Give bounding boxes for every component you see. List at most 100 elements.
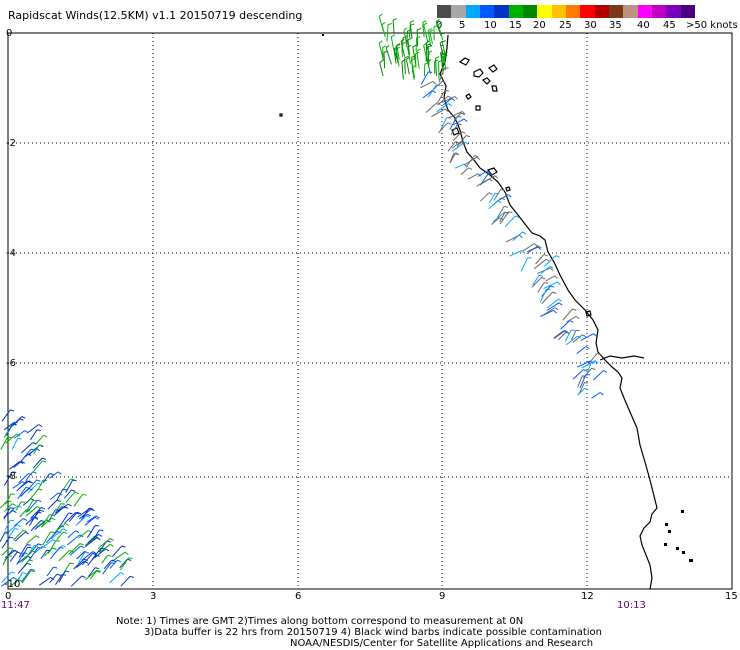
wind-barb [541,291,554,304]
wind-barb-flag [521,250,526,254]
wind-barb-flag [550,285,555,288]
wind-barb [49,492,59,501]
colorbar-swatch [594,5,609,18]
wind-barb-flag [56,573,61,577]
wind-barb-flag [460,141,465,145]
wind-barb-flag [497,200,502,204]
wind-barb [86,515,97,523]
wind-barb [90,569,98,580]
y-tick-8: -8 [6,471,16,482]
wind-barb [111,545,123,558]
wind-barb [585,362,592,376]
wind-barb-flag [522,231,527,235]
island-6 [465,93,472,100]
wind-barb [409,22,413,39]
wind-barb [531,277,542,288]
wind-barb-flag [544,282,549,284]
wind-barb [17,555,28,564]
wind-barb-flag [59,546,64,549]
wind-barb [92,529,100,540]
wind-barb [422,22,425,38]
wind-barb-flag [507,194,512,198]
wind-barb-flag [416,36,421,39]
wind-barb-flag [55,540,60,542]
colorbar-swatch [537,5,552,18]
wind-barb [9,461,21,470]
wind-barb [441,54,443,71]
wind-barb [3,503,13,512]
wind-barb [509,250,523,257]
wind-barb [84,516,96,526]
wind-barb-flag [519,234,523,239]
wind-barb [463,156,478,166]
wind-barb-flag [30,570,36,573]
wind-barb-flag [404,55,409,59]
wind-barb [453,112,462,121]
colorbar-swatch [680,5,695,18]
wind-barb [50,528,64,540]
wind-barb [460,167,469,175]
wind-barb [0,576,14,587]
wind-barb [54,503,62,514]
wind-barb [55,506,65,515]
wind-barb-flag [32,442,37,445]
wind-barb [42,473,50,484]
wind-barb [25,517,35,525]
grid-lines [8,33,732,589]
wind-barb-flag [440,50,445,53]
wind-barb-flag [35,535,40,539]
wind-barb-flag [393,48,398,51]
island-7 [475,105,481,111]
wind-barb-flag [432,81,437,85]
colorbar-label-25: 25 [559,20,572,31]
wind-barb [5,422,15,436]
wind-barb [28,488,39,502]
wind-barb-flag [84,560,89,564]
wind-barb [42,531,51,546]
wind-barb-flag [584,387,589,391]
wind-barb [439,117,448,132]
wind-barb [4,520,11,531]
wind-barb-flag [95,515,100,519]
wind-barb-flag [9,547,14,550]
coastline [279,34,658,590]
wind-barb-flag [378,40,383,44]
islet-2 [668,530,671,533]
wind-barb [32,460,43,473]
wind-barb-flag [537,245,542,249]
wind-barb-flag [79,534,84,538]
wind-barb [18,473,29,484]
wind-barb-flag [81,575,86,579]
wind-barb-flag [549,265,554,269]
wind-barb [55,523,66,532]
wind-barb [120,575,131,587]
colorbar-swatch [637,5,652,18]
wind-barb-flag [545,258,550,262]
wind-barb [379,62,384,77]
wind-barb [404,57,406,75]
wind-barb [452,118,465,126]
wind-barb [588,353,598,364]
wind-barb [99,543,111,553]
wind-barb [109,559,118,569]
wind-barb-flag [557,281,561,286]
island-4 [488,64,498,73]
wind-barb-flag [392,18,397,21]
wind-barb [452,131,463,141]
wind-barb-flag [396,43,401,47]
wind-barb [578,382,585,395]
wind-barb-flag [30,448,35,451]
wind-barb-flag [46,549,51,552]
wind-barb-flag [29,480,33,484]
wind-barb [20,480,30,488]
wind-barb-flag [36,479,41,482]
wind-barb-flag [121,545,126,548]
colorbar-label-15: 15 [509,20,522,31]
wind-barb-flag [83,558,88,562]
wind-barb [0,531,6,543]
wind-barb-flag [435,56,440,59]
wind-barb-flag [577,335,582,339]
wind-barb [76,560,85,568]
wind-barb-flag [387,23,392,26]
wind-barb-flag [503,206,508,208]
